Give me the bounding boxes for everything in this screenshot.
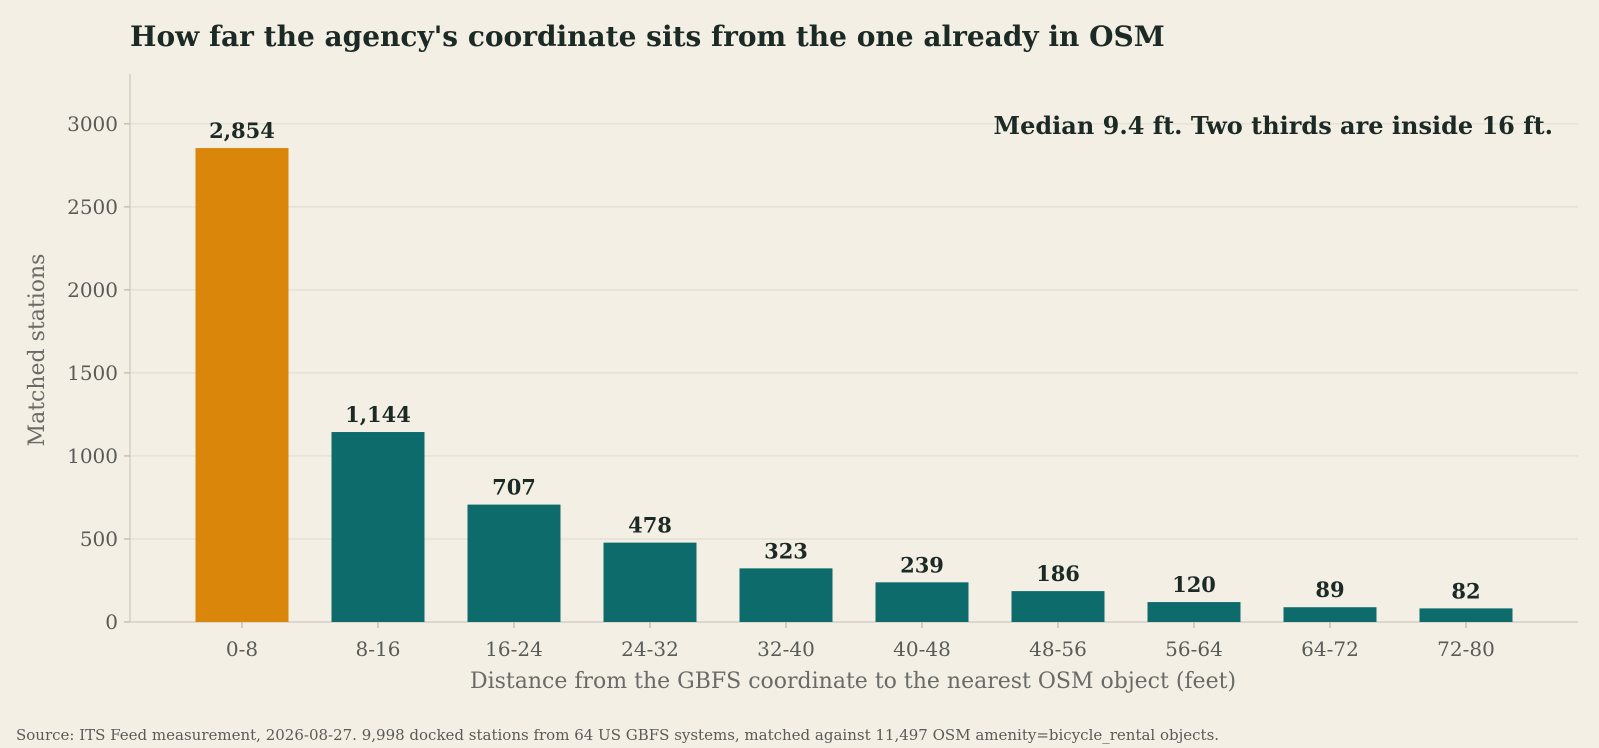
source-note: Source: ITS Feed measurement, 2026-08-27… [16,726,1219,744]
x-tick-label: 40-48 [893,637,951,661]
x-axis-title: Distance from the GBFS coordinate to the… [470,669,1236,694]
y-axis-title: Matched stations [25,254,50,447]
y-tick-label: 1500 [67,361,118,385]
chart-title: How far the agency's coordinate sits fro… [130,20,1165,53]
x-tick-label: 16-24 [485,637,543,661]
x-tick-label: 48-56 [1029,637,1087,661]
data-label: 186 [1036,561,1080,586]
bar-16-24 [467,504,561,622]
x-tick-label: 72-80 [1437,637,1495,661]
data-label: 1,144 [345,402,411,427]
data-label: 707 [492,475,536,500]
bar-40-48 [875,582,969,622]
x-tick-label: 64-72 [1301,637,1359,661]
data-label: 89 [1315,577,1344,602]
median-annotation: Median 9.4 ft. Two thirds are inside 16 … [994,111,1553,140]
bar-48-56 [1011,591,1105,622]
bar-0-8 [195,148,289,622]
y-tick-label: 3000 [67,112,118,136]
bar-24-32 [603,542,697,622]
data-label: 2,854 [209,118,275,143]
x-tick-label: 56-64 [1165,637,1223,661]
y-tick-label: 1000 [67,444,118,468]
y-tick-label: 500 [80,527,118,551]
y-tick-label: 2500 [67,195,118,219]
x-tick-label: 0-8 [226,637,258,661]
bar-32-40 [739,568,833,622]
x-tick-label: 8-16 [356,637,401,661]
data-label: 323 [764,538,808,563]
y-tick-label: 0 [105,610,118,634]
bar-72-80 [1419,608,1513,622]
bar-64-72 [1283,607,1377,622]
data-label: 478 [628,513,672,538]
bar-56-64 [1147,602,1241,622]
y-tick-label: 2000 [67,278,118,302]
data-label: 82 [1451,578,1480,603]
bar-8-16 [331,432,425,622]
x-axis-ticks: 0-8 8-16 16-24 24-32 32-40 40-48 48-56 56-64 64-… [226,622,1495,661]
x-tick-label: 24-32 [621,637,679,661]
data-label: 239 [900,552,944,577]
data-labels: 2,854 1,144 707 478 323 239 186 120 89 82 [209,118,1481,603]
bars [195,148,1513,622]
data-label: 120 [1172,572,1216,597]
x-tick-label: 32-40 [757,637,815,661]
y-axis-ticks: 0 500 1000 1500 2000 2500 3000 [67,112,130,634]
